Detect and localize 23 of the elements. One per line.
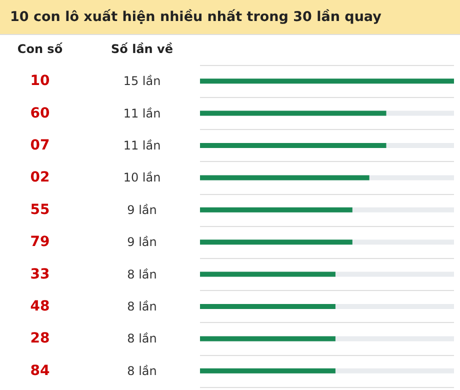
y-tick-label: 02 bbox=[30, 170, 50, 186]
data-label: 11 lần bbox=[123, 106, 161, 120]
data-label: 11 lần bbox=[123, 138, 161, 152]
data-label: 8 lần bbox=[127, 364, 157, 378]
chart-title: 10 con lô xuất hiện nhiều nhất trong 30 lần quay bbox=[0, 0, 460, 35]
data-label: 15 lần bbox=[123, 74, 161, 88]
data-label: 8 lần bbox=[127, 332, 157, 346]
data-label: 8 lần bbox=[127, 267, 157, 282]
y-tick-label: 33 bbox=[30, 266, 50, 282]
y-axis-title: Con số bbox=[16, 41, 64, 58]
y-tick-label: 07 bbox=[30, 138, 50, 154]
y-tick-label: 28 bbox=[30, 330, 50, 347]
y-tick-label: 84 bbox=[30, 362, 50, 379]
y-tick-label: 55 bbox=[30, 202, 50, 218]
y-tick-label: 79 bbox=[30, 234, 50, 250]
data-label: 10 lần bbox=[123, 170, 161, 185]
data-label: 9 lần bbox=[127, 202, 157, 217]
data-label: 8 lần bbox=[127, 300, 157, 314]
text: Số lần về bbox=[110, 41, 174, 58]
y-tick-label: 48 bbox=[30, 298, 50, 314]
y-tick-label: 10 bbox=[30, 73, 50, 90]
y-tick-label: 60 bbox=[30, 105, 50, 122]
data-label: 9 lần bbox=[127, 235, 157, 250]
